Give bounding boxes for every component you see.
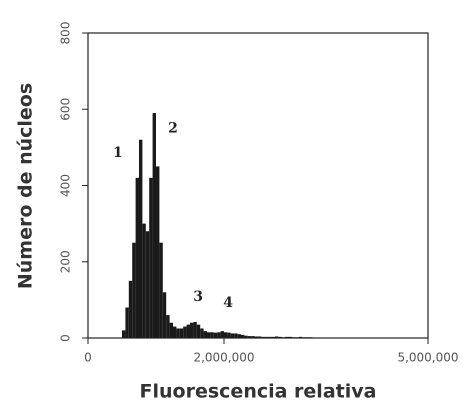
bar (217, 332, 221, 338)
annotation: 1 (113, 145, 123, 161)
bar (128, 280, 133, 338)
bar (159, 242, 163, 338)
bar (244, 335, 248, 338)
annotation: 4 (223, 295, 233, 311)
x-tick-label: 0 (84, 351, 92, 365)
y-axis-title: Número de núcleos (15, 83, 37, 289)
bar (176, 328, 180, 338)
bar (152, 113, 156, 338)
bar (162, 292, 167, 338)
y-tick-label: 0 (59, 334, 73, 342)
x-tick-label: 5,000,000 (397, 351, 458, 365)
annotation: 3 (193, 289, 203, 305)
y-tick-label: 200 (59, 250, 73, 273)
bar (173, 326, 177, 338)
bar (251, 336, 255, 338)
bar (230, 333, 235, 338)
bar (139, 139, 143, 338)
bar (203, 331, 207, 338)
bar (254, 336, 258, 338)
bar (156, 166, 160, 338)
bar (210, 332, 214, 338)
bar (193, 321, 197, 338)
bar (234, 333, 238, 338)
y-tick-label: 400 (59, 174, 73, 197)
x-axis-title: Fluorescencia relativa (140, 381, 377, 403)
bar (166, 315, 170, 338)
y-tick-label: 600 (59, 98, 73, 121)
bar (247, 336, 252, 338)
bar (142, 223, 146, 338)
bar (132, 242, 136, 338)
bar (183, 326, 187, 338)
bar (186, 324, 190, 338)
bar (237, 334, 241, 338)
y-tick-label: 800 (59, 22, 73, 45)
bar (275, 336, 279, 338)
bar (213, 332, 218, 338)
bar (220, 331, 224, 338)
bar (169, 322, 173, 338)
bar (207, 332, 211, 338)
x-tick-label: 2,000,000 (193, 351, 254, 365)
bar (135, 177, 139, 338)
bar (125, 307, 129, 338)
bar (227, 332, 231, 338)
bar (224, 332, 228, 338)
bar (179, 328, 184, 338)
bar (190, 322, 194, 338)
bar (258, 336, 262, 338)
bar (149, 177, 153, 338)
bar (196, 324, 201, 338)
bar (145, 231, 150, 338)
annotation: 2 (168, 120, 178, 136)
bar (241, 334, 245, 338)
bar (200, 328, 204, 338)
bar (122, 330, 126, 338)
